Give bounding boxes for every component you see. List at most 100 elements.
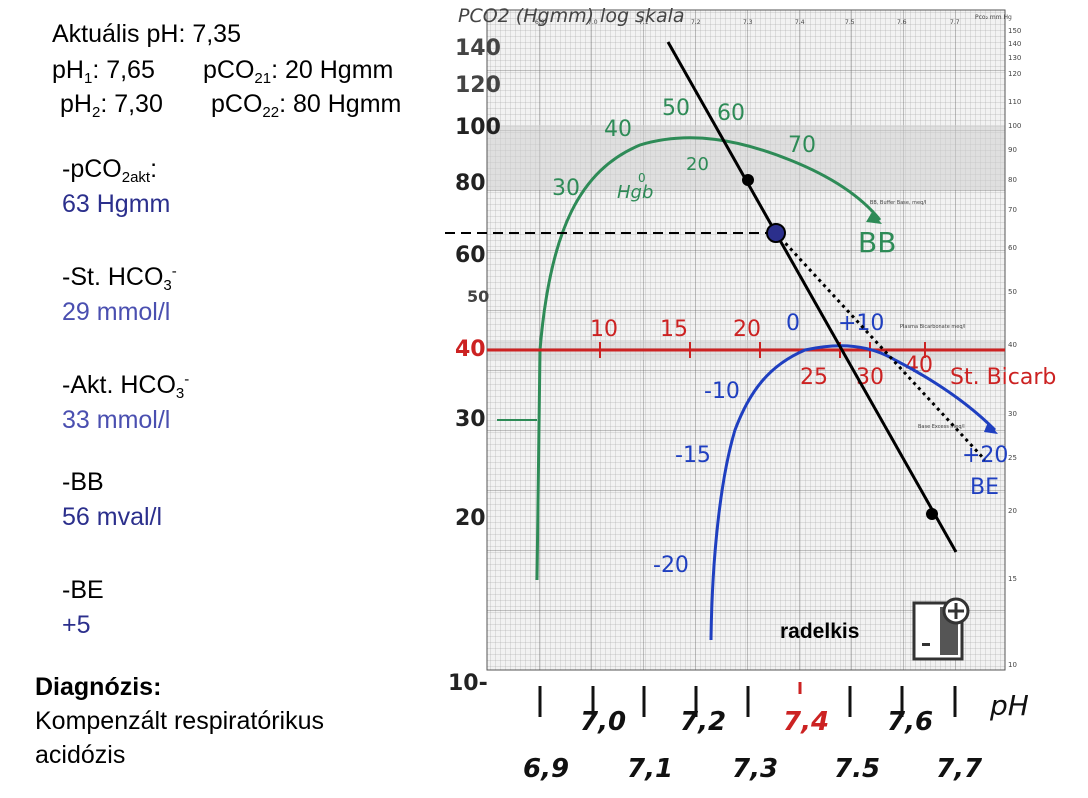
st-hco3-label: 10 <box>590 317 618 342</box>
right-pco2-tick: 15 <box>1008 575 1017 583</box>
diagnosis-line1: Kompenzált respiratórikus <box>35 707 325 735</box>
pco22-label: pCO <box>211 90 263 118</box>
bb-curve-label: 50 <box>662 96 690 121</box>
right-pco2-tick: 20 <box>1008 507 1017 515</box>
right-pco2-tick: 25 <box>1008 454 1017 462</box>
right-pco2-tick: 80 <box>1008 176 1017 184</box>
st-hco3-label: 15 <box>660 317 688 342</box>
st-bicarb-name: St. Bicarb <box>950 365 1056 390</box>
chart-grid <box>486 9 1006 671</box>
pco21-line: pCO21: 20 Hgmm <box>203 56 394 87</box>
ph2-label: pH <box>60 90 92 118</box>
akt-hco3-label: -Akt. HCO3- <box>62 371 190 401</box>
pco2-label-suffix: : <box>150 155 158 183</box>
ph-axis-label-lower: 7,1 <box>627 754 673 784</box>
left-pco2-label: 20 <box>455 506 486 531</box>
ph-axis-label-upper: 7,2 <box>680 707 726 737</box>
be-curve-label: 0 <box>786 311 800 336</box>
ph-pco2-equilibration-line <box>666 41 958 553</box>
nomogram-title: PCO2 (Hgmm) log skala <box>458 5 685 27</box>
ph2-line: pH2: 7,30 <box>60 90 163 121</box>
top-ph-tick: 7.4 <box>795 19 805 26</box>
left-pco2-label: 40 <box>455 337 486 362</box>
left-pco2-label: 140 <box>455 36 501 61</box>
pco21-value: : 20 Hgmm <box>271 56 394 84</box>
ph2-value: : 7,30 <box>100 90 163 118</box>
pco22-value: : 80 Hgmm <box>279 90 402 118</box>
ph1-value: : 7,65 <box>92 56 155 84</box>
st-hco3-label: 25 <box>800 365 828 390</box>
st-hco3-label: 20 <box>733 317 761 342</box>
bb-curve-arrow <box>866 212 882 224</box>
akt-hco3-value: 33 mmol/l <box>62 406 171 434</box>
left-pco2-label: 120 <box>455 73 501 98</box>
ph-axis-label-lower: 7,7 <box>936 754 983 784</box>
point-ph1-pco21 <box>926 508 938 520</box>
ph-axis-label-upper: 7,6 <box>887 707 933 737</box>
text-panel: Aktuális pH: 7,35 pH1: 7,65 pCO21: 20 Hg… <box>0 0 450 798</box>
ph-axis-label-upper: 7,4 <box>783 707 829 737</box>
akt-hco3-sup: - <box>184 371 190 388</box>
top-ph-tick: 7.5 <box>845 19 855 26</box>
hgb-label-twenty: 20 <box>686 154 709 175</box>
top-ph-tick: 7.0 <box>588 19 598 26</box>
be-curve-label: +10 <box>838 311 884 336</box>
plasma-bicarb-printed-label: Plasma Bicarbonate meq/l <box>900 324 966 330</box>
top-ph-tick: 7.6 <box>897 19 907 26</box>
be-curve-label: +20 <box>962 443 1008 468</box>
be-curve-label: -10 <box>704 379 740 404</box>
left-pco2-label: 10- <box>448 671 488 696</box>
right-pco2-tick: 150 <box>1008 27 1021 35</box>
be-curve-label: -20 <box>653 553 689 578</box>
st-hco3-label: -St. HCO3- <box>62 264 177 293</box>
right-pco2-tick: 10 <box>1008 661 1017 669</box>
be-curve-arrow <box>984 422 998 434</box>
hgb-label: Hgb <box>617 182 653 203</box>
bb-curve-label: 30 <box>552 176 580 201</box>
bb-curve <box>535 136 882 581</box>
diagnosis-title: Diagnózis: <box>35 673 162 701</box>
point-actual-ph <box>766 223 786 243</box>
be-value: +5 <box>62 611 91 639</box>
right-pco2-tick: 110 <box>1008 98 1021 106</box>
hgb-label-zero: 0 <box>638 171 646 185</box>
bb-value: 56 mval/l <box>62 503 163 531</box>
radelkis-logo-text: radelkis <box>780 620 860 643</box>
bb-curve-label: 40 <box>604 117 632 142</box>
right-pco2-tick: 60 <box>1008 244 1017 252</box>
ph1-sub: 1 <box>83 70 93 87</box>
be-printed-label: Base Excess meq/l <box>918 424 965 430</box>
left-pco2-label: 80 <box>455 171 486 196</box>
right-pco2-tick: 120 <box>1008 70 1021 78</box>
dotted-parallel-line <box>774 231 987 462</box>
pco2-akt-value: 63 Hgmm <box>62 190 171 218</box>
ph2-sub: 2 <box>91 104 101 121</box>
top-ph-tick: 7.1 <box>639 19 649 26</box>
bb-printed-label: BB, Buffer Base, meq/l <box>870 200 926 206</box>
right-pco2-tick: 90 <box>1008 146 1017 154</box>
pco21-label: pCO <box>203 56 255 84</box>
right-pco2-tick: 70 <box>1008 206 1017 214</box>
ph-axis-title: pH <box>989 689 1029 722</box>
ph-axis-label-upper: 7,0 <box>580 707 626 737</box>
bb-curve-label: 60 <box>717 101 745 126</box>
pco2-akt-label: -pCO2akt: <box>62 155 158 186</box>
be-curve-label: -15 <box>675 443 711 468</box>
top-ph-tick: 6.9 <box>535 19 545 26</box>
ph-axis-label-lower: 7,3 <box>732 754 778 784</box>
logo-inner-white <box>918 607 940 655</box>
top-ph-tick: 7.3 <box>743 19 753 26</box>
grid-border <box>486 9 1006 671</box>
pco2-axis-header: Pco₂ mm Hg <box>975 14 1012 21</box>
akt-hco3-sub: 3 <box>175 385 185 402</box>
ph1-line: pH1: 7,65 <box>52 56 155 87</box>
right-pco2-tick: 100 <box>1008 122 1021 130</box>
ph1-label: pH <box>52 56 84 84</box>
st-hco3-label: 30 <box>856 365 884 390</box>
be-curve-name: BE <box>970 475 999 500</box>
top-ph-tick: 7.2 <box>691 19 701 26</box>
pco22-line: pCO22: 80 Hgmm <box>211 90 402 121</box>
bb-curve-label: 70 <box>788 133 816 158</box>
pco2-label-sub: 2akt <box>121 169 151 186</box>
